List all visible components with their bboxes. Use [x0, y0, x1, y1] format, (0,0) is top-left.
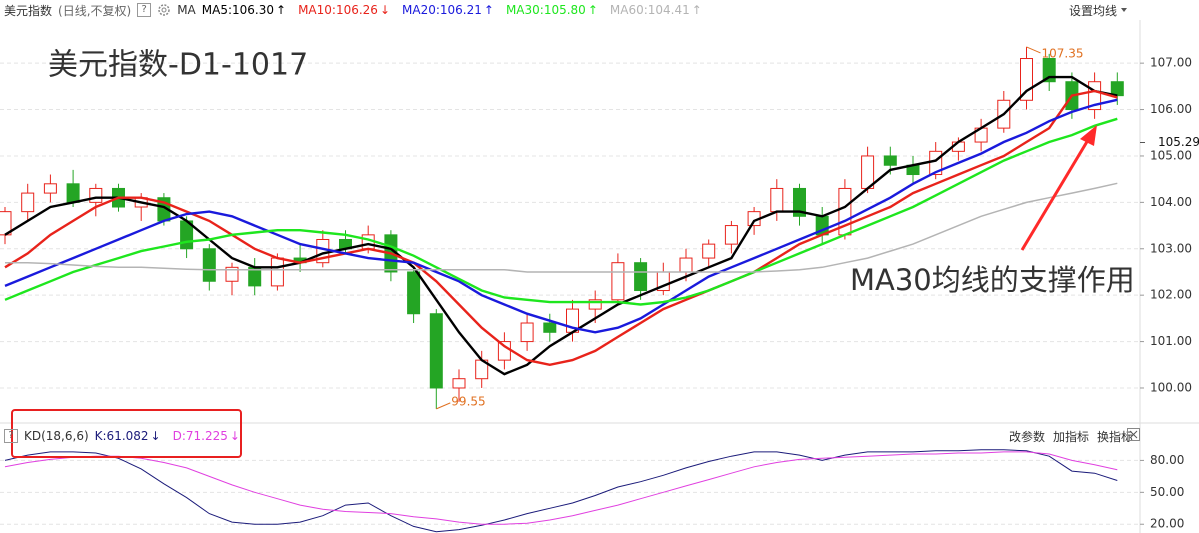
candle-body	[702, 243, 716, 259]
high-label: 107.35	[1042, 46, 1084, 60]
series-line	[4, 98, 1118, 334]
series-line	[5, 182, 1118, 273]
y-tick-label: 105.00	[1150, 148, 1192, 162]
y-tick-label: 104.00	[1150, 195, 1192, 209]
candle-body	[21, 192, 35, 213]
y-tick-label: 80.00	[1150, 453, 1184, 467]
y-tick-label: 102.00	[1150, 288, 1192, 302]
series-line	[4, 451, 1118, 525]
candle-body	[679, 257, 693, 273]
legend-trend: ↑	[587, 3, 598, 17]
help-icon[interactable]: ?	[4, 429, 18, 443]
candle-body	[793, 187, 806, 217]
y-tick-label: 50.00	[1150, 485, 1184, 499]
instrument-name: 美元指数	[4, 3, 53, 18]
legend-trend: ↑	[276, 3, 287, 17]
legend-label: MA30:105.80	[505, 3, 586, 17]
y-tick-label: 106.00	[1150, 102, 1192, 116]
annotation: MA30均线的支撑作用	[850, 263, 1135, 297]
series-line	[4, 449, 1118, 533]
candle-body	[634, 262, 648, 292]
candle-body	[407, 271, 421, 315]
legend-label: MA5:106.30	[201, 3, 274, 17]
ma-label: MA	[177, 3, 196, 17]
candle-body	[883, 155, 897, 166]
indicator-button[interactable]: 换指标	[1096, 429, 1133, 444]
candle-body	[520, 322, 534, 343]
candle-body	[43, 183, 57, 194]
legend-trend: ↓	[229, 429, 240, 443]
dropdown-caret	[1121, 8, 1127, 12]
legend-label: K:61.082	[94, 429, 149, 443]
toolbar: 美元指数 (日线,不复权) ? MA MA5:106.30 ↑ MA10:106.2…	[4, 0, 714, 20]
indicator-button[interactable]: 改参数	[1008, 429, 1045, 444]
legend-label: MA10:106.26	[298, 3, 378, 17]
candle-body	[89, 187, 103, 203]
series-line	[4, 117, 1118, 306]
highlight-box	[11, 409, 242, 458]
chart-title: 美元指数-D1-1017	[48, 48, 308, 83]
y-tick-label: 107.00	[1150, 56, 1192, 70]
ma-menu[interactable]: 设置均线	[1069, 0, 1133, 20]
marks: 107.35 99.55 105.29	[0, 46, 1199, 533]
y-tick-label: 103.00	[1150, 241, 1192, 255]
candle-body	[66, 183, 80, 203]
low-label: 99.55	[451, 394, 485, 408]
y-tick-label: 101.00	[1150, 334, 1192, 348]
legend-label: MA60:104.41	[609, 3, 690, 17]
candle-body	[611, 262, 625, 301]
candle-body	[202, 248, 216, 282]
candle-body	[452, 378, 466, 389]
indicator-header: ? KD(18,6,6) K:61.082 ↓ D:71.225 ↓	[4, 427, 252, 445]
candle-body	[1110, 81, 1124, 97]
candle-body	[724, 225, 738, 245]
candle-body	[270, 257, 284, 287]
high-pointer	[1026, 46, 1041, 54]
y-tick-label: 100.00	[1150, 380, 1192, 394]
legend-trend: ↑	[483, 3, 494, 17]
help-icon[interactable]: ?	[137, 3, 152, 17]
series-line	[4, 75, 1118, 376]
legend-label: MA20:106.21	[402, 3, 482, 17]
grids: 100.00 101.00 102.00 103.00 104.00 105.00 106.…	[0, 56, 1192, 531]
candle-body	[588, 299, 602, 310]
legend-trend: ↓	[150, 429, 161, 443]
period: (日线,不复权)	[58, 3, 132, 18]
indicator-button[interactable]: 加指标	[1052, 429, 1089, 444]
y-tick-label: 20.00	[1150, 517, 1184, 531]
low-pointer	[436, 402, 451, 410]
legend-label: D:71.225	[172, 429, 228, 443]
last-price: 105.29	[1158, 135, 1199, 149]
annotation-arrowhead	[1080, 125, 1097, 146]
candle-body	[225, 266, 239, 282]
close-icon[interactable]	[1128, 429, 1139, 440]
indicator-title: KD(18,6,6)	[24, 429, 89, 443]
legend-trend: ↑	[691, 3, 702, 17]
candle-body	[543, 322, 557, 333]
legend-trend: ↓	[379, 3, 390, 17]
annotation-arrow	[1020, 139, 1090, 251]
close-button[interactable]	[1127, 428, 1140, 441]
ma-settings[interactable]: 设置均线	[1068, 3, 1117, 18]
candle-body	[497, 341, 511, 361]
indicator-buttons: 改参数 加指标 换指标	[1009, 427, 1141, 445]
candle-body	[0, 211, 12, 236]
candle-body	[429, 313, 443, 389]
settings-icon[interactable]	[157, 3, 171, 17]
candle-body	[770, 187, 784, 213]
